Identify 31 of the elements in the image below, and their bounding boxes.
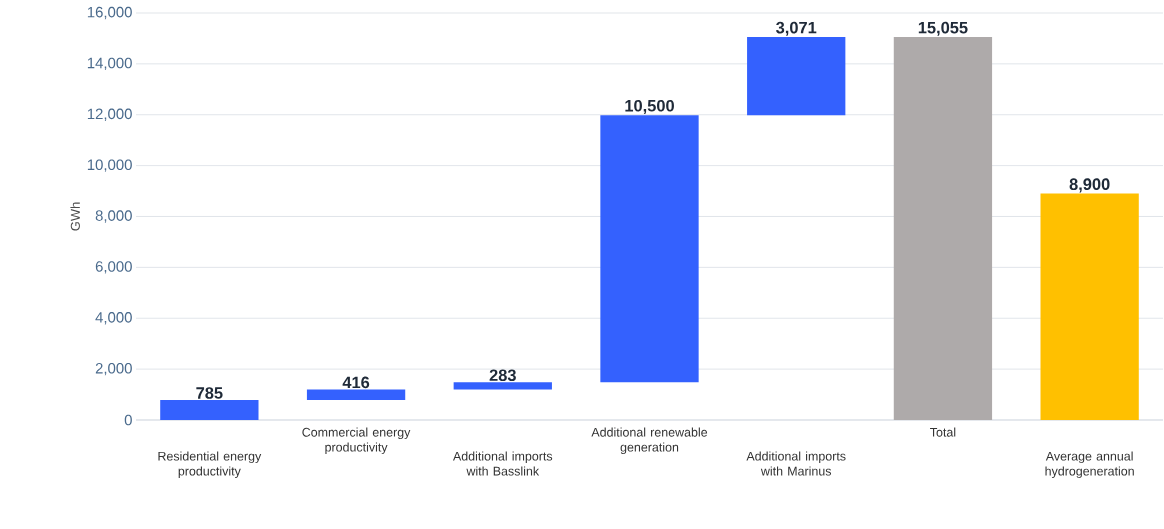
y-tick-label: 2,000 [95, 362, 132, 376]
y-tick-label: 8,000 [95, 210, 132, 223]
x-tick-label: Additional imports with Basslink [452, 451, 553, 476]
data-label: 15,055 [918, 21, 968, 36]
bar [1040, 193, 1139, 420]
x-tick-label: Commercial energy productivity [302, 427, 411, 455]
y-tick-label: 14,000 [87, 57, 132, 71]
data-label: 3,071 [776, 21, 817, 36]
data-label: 283 [489, 369, 516, 382]
bar [306, 389, 406, 401]
x-tick-label: Average annual hydrogeneration [1045, 451, 1134, 478]
bar [600, 115, 699, 383]
bar [160, 400, 259, 420]
y-tick-label: 4,000 [95, 312, 132, 325]
x-tick-label: Total [930, 427, 956, 437]
y-tick-label: 12,000 [87, 108, 132, 121]
data-label: 416 [342, 376, 370, 389]
y-tick-label: 16,000 [87, 6, 132, 20]
y-axis-title: GWh [70, 202, 80, 231]
data-label: 785 [196, 387, 223, 399]
data-label: 8,900 [1069, 178, 1110, 193]
bar [747, 37, 846, 116]
y-tick-label: 6,000 [95, 261, 132, 274]
data-label: 10,500 [625, 99, 674, 114]
x-tick-label: Additional imports with Marinus [746, 451, 846, 476]
y-tick-label: 0 [124, 414, 132, 426]
y-tick-label: 10,000 [87, 159, 132, 172]
bar [893, 37, 993, 420]
x-tick-label: Additional renewable generation [591, 427, 708, 455]
x-tick-label: Residential energy productivity [158, 451, 262, 478]
bar [453, 382, 552, 390]
